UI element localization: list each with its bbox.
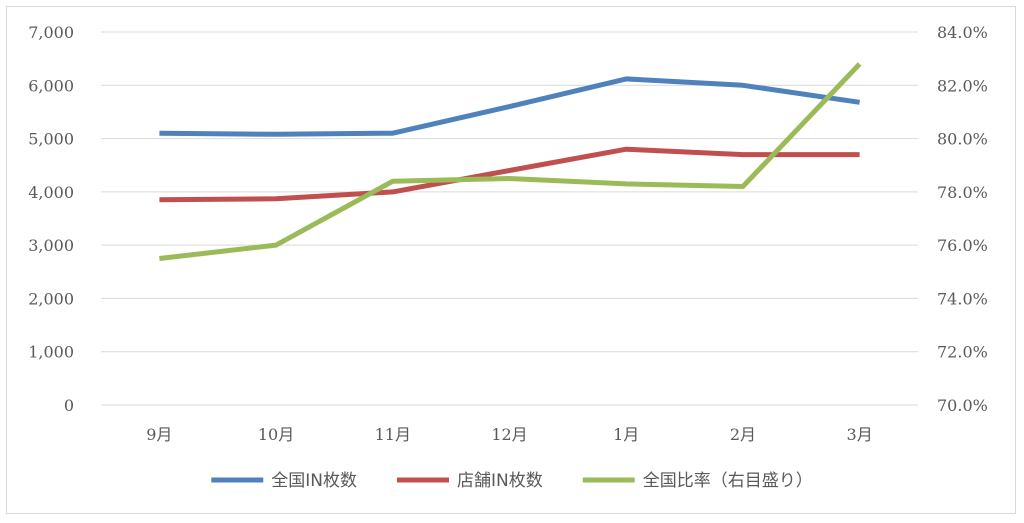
left-tick-label: 5,000 (28, 130, 74, 149)
series-line-2 (159, 146, 860, 203)
series-line-1 (159, 76, 860, 137)
left-tick-label: 3,000 (28, 236, 74, 255)
x-tick-label: 10月 (258, 425, 294, 444)
right-tick-label: 78.0% (937, 183, 988, 202)
right-tick-label: 80.0% (937, 130, 988, 149)
legend-label-1: 全国IN枚数 (271, 471, 357, 491)
gridlines (101, 31, 918, 406)
x-tick-label: 12月 (491, 425, 527, 444)
x-tick-label: 2月 (730, 425, 756, 444)
left-axis-ticks: 0 1,000 2,000 3,000 4,000 5,000 6,000 7,000 (28, 23, 74, 415)
legend: 全国IN枚数 店舗IN枚数 全国比率（右目盛り） (211, 471, 813, 491)
left-tick-label: 6,000 (28, 76, 74, 95)
x-tick-label: 3月 (847, 425, 873, 444)
legend-label-3: 全国比率（右目盛り） (643, 471, 813, 491)
left-tick-label: 4,000 (28, 183, 74, 202)
chart-frame (6, 6, 1016, 514)
right-tick-label: 72.0% (937, 343, 988, 362)
x-tick-label: 11月 (375, 425, 411, 444)
series-lines (159, 62, 862, 261)
x-tick-label: 9月 (146, 425, 172, 444)
right-tick-label: 82.0% (937, 76, 988, 95)
left-tick-label: 7,000 (28, 23, 74, 42)
left-tick-label: 1,000 (28, 343, 74, 362)
x-tick-label: 1月 (613, 425, 639, 444)
left-tick-label: 0 (64, 396, 74, 415)
legend-label-2: 店舗IN枚数 (457, 471, 543, 491)
right-tick-label: 84.0% (937, 23, 988, 42)
x-axis-ticks: 9月 10月 11月 12月 1月 2月 3月 (146, 425, 872, 444)
right-tick-label: 74.0% (937, 289, 988, 308)
series-line-3 (159, 62, 862, 261)
right-axis-ticks: 70.0% 72.0% 74.0% 76.0% 78.0% 80.0% 82.0% 84.0% (937, 23, 988, 415)
right-tick-label: 76.0% (937, 236, 988, 255)
left-tick-label: 2,000 (28, 289, 74, 308)
right-tick-label: 70.0% (937, 396, 988, 415)
